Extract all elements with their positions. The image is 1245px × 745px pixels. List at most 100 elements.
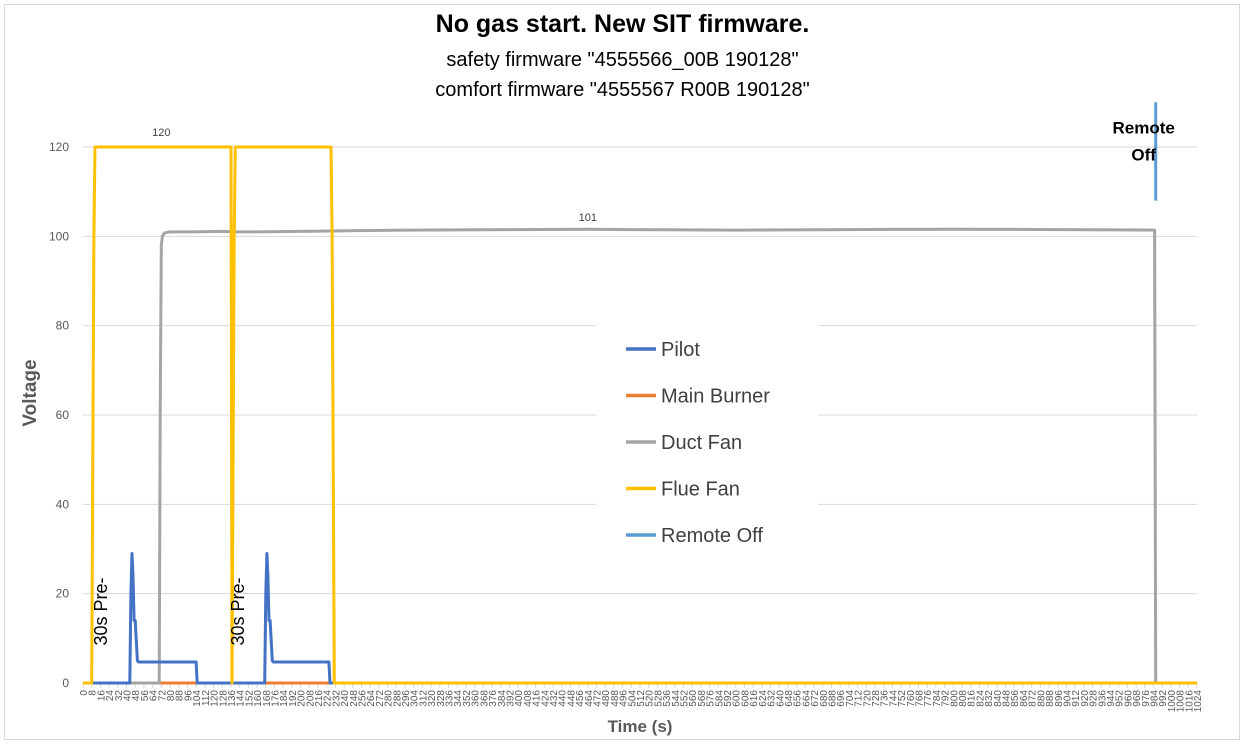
x-tick-label: 864: [1019, 690, 1030, 707]
x-tick-label: 168: [262, 690, 273, 707]
x-tick-label: 936: [1097, 690, 1108, 707]
x-tick-label: 512: [636, 690, 647, 707]
x-tick-label: 272: [375, 690, 386, 707]
y-tick-label: 0: [62, 676, 69, 690]
x-tick-label: 216: [314, 690, 325, 707]
x-tick-label: 992: [1158, 690, 1169, 707]
x-tick-label: 320: [427, 690, 438, 707]
x-tick-label: 768: [915, 690, 926, 707]
y-tick-label: 100: [49, 229, 69, 243]
remote-off-annotation: Off: [1131, 145, 1156, 164]
x-tick-label: 1024: [1193, 690, 1204, 713]
x-tick-label: 40: [123, 690, 134, 702]
x-tick-label: 96: [183, 690, 194, 702]
x-tick-label: 776: [923, 690, 934, 707]
x-tick-label: 720: [862, 690, 873, 707]
prepurge-annotation: 30s Pre-: [91, 578, 111, 646]
data-label: 101: [579, 212, 597, 224]
x-tick-label: 832: [984, 690, 995, 707]
legend-label: Duct Fan: [661, 432, 742, 454]
x-tick-label: 24: [105, 690, 116, 702]
x-tick-label: 680: [819, 690, 830, 707]
x-tick-label: 152: [244, 690, 255, 707]
x-tick-label: 728: [871, 690, 882, 707]
y-axis-label: Voltage: [20, 359, 41, 426]
x-tick-label: 568: [697, 690, 708, 707]
x-tick-label: 600: [732, 690, 743, 707]
x-tick-label: 496: [619, 690, 630, 707]
x-tick-label: 736: [880, 690, 891, 707]
x-tick-label: 328: [436, 690, 447, 707]
x-tick-label: 592: [723, 690, 734, 707]
series-duct-fan: [83, 227, 1197, 685]
x-tick-label: 632: [767, 690, 778, 707]
x-tick-label: 640: [775, 690, 786, 707]
x-tick-label: 816: [967, 690, 978, 707]
legend-label: Pilot: [661, 339, 700, 361]
y-tick-label: 120: [49, 140, 69, 154]
data-labels: 120 101: [152, 127, 597, 224]
x-tick-label: 32: [114, 690, 125, 702]
x-tick-label: 368: [479, 690, 490, 707]
x-tick-label: 296: [401, 690, 412, 707]
x-tick-label: 984: [1149, 690, 1160, 707]
x-tick-label: 712: [854, 690, 865, 707]
x-tick-label: 240: [340, 690, 351, 707]
x-tick-label: 656: [793, 690, 804, 707]
x-tick-label: 968: [1132, 690, 1143, 707]
x-tick-label: 416: [532, 690, 543, 707]
x-tick-label: 536: [662, 690, 673, 707]
x-tick-label: 1008: [1176, 690, 1187, 713]
x-tick-label: 880: [1036, 690, 1047, 707]
series-flue-fan: [83, 145, 1197, 685]
x-tick-label: 504: [627, 690, 638, 707]
x-tick-label: 1016: [1184, 690, 1195, 713]
x-tick-label: 384: [497, 690, 508, 707]
x-tick-label: 288: [392, 690, 403, 707]
x-tick-label: 688: [827, 690, 838, 707]
x-tick-label: 472: [592, 690, 603, 707]
y-tick-label: 80: [56, 319, 70, 333]
x-tick-label: 960: [1123, 690, 1134, 707]
remote-off-annotation: Remote: [1113, 119, 1175, 138]
x-tick-label: 480: [601, 690, 612, 707]
x-tick-label: 88: [175, 690, 186, 702]
x-tick-label: 520: [645, 690, 656, 707]
x-tick-label: 336: [445, 690, 456, 707]
x-tick-label: 888: [1045, 690, 1056, 707]
x-tick-label: 352: [462, 690, 473, 707]
x-tick-label: 488: [610, 690, 621, 707]
chart-subtitle-comfort: comfort firmware "4555567 R00B 190128": [435, 79, 810, 101]
x-tick-label: 456: [575, 690, 586, 707]
x-tick-label: 856: [1010, 690, 1021, 707]
x-tick-label: 1000: [1167, 690, 1178, 713]
x-tick-label: 528: [653, 690, 664, 707]
legend-label: Main Burner: [661, 386, 770, 408]
x-axis-ticks: 0 16 32 48 64 80 96 112 128 144 160 176 192 208 224 240…: [79, 683, 1204, 712]
x-tick-label: 360: [471, 690, 482, 707]
x-tick-label: 176: [270, 690, 281, 707]
x-tick-label: 800: [949, 690, 960, 707]
chart-title: No gas start. New SIT firmware.: [435, 10, 810, 38]
y-tick-label: 20: [56, 587, 70, 601]
x-tick-label: 192: [288, 690, 299, 707]
prepurge-annotation: 30s Pre-: [228, 578, 248, 646]
x-tick-label: 648: [784, 690, 795, 707]
x-tick-label: 448: [566, 690, 577, 707]
x-tick-label: 808: [958, 690, 969, 707]
x-tick-label: 840: [993, 690, 1004, 707]
x-tick-label: 792: [941, 690, 952, 707]
x-tick-label: 824: [975, 690, 986, 707]
x-tick-label: 232: [331, 690, 342, 707]
x-tick-label: 56: [140, 690, 151, 702]
series-pilot: [83, 552, 1197, 685]
x-tick-label: 376: [488, 690, 499, 707]
x-tick-label: 576: [706, 690, 717, 707]
x-tick-label: 344: [453, 690, 464, 707]
x-tick-label: 424: [540, 690, 551, 707]
x-tick-label: 624: [758, 690, 769, 707]
x-tick-label: 200: [297, 690, 308, 707]
x-tick-label: 704: [845, 690, 856, 707]
x-tick-label: 952: [1115, 690, 1126, 707]
